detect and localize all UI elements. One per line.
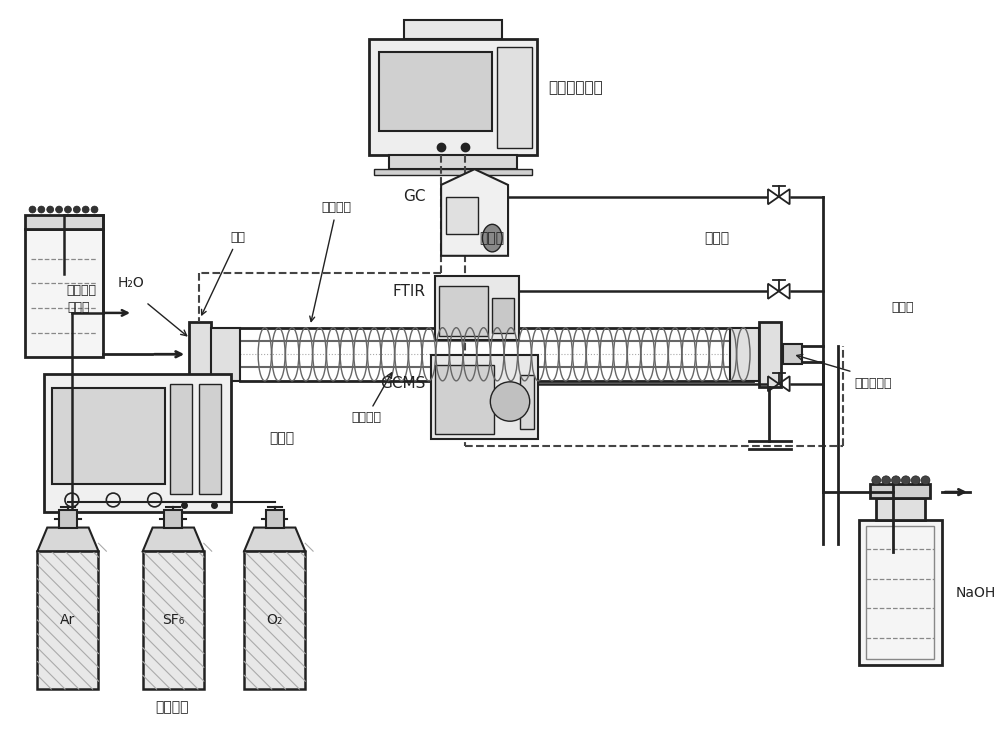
Text: 配气仪: 配气仪 (269, 431, 294, 445)
Bar (244, 551, 305, 689)
Bar (25, 229, 103, 357)
Bar (52, 388, 165, 485)
Bar (266, 510, 284, 528)
Bar (497, 47, 532, 148)
Text: 针进样口: 针进样口 (67, 283, 97, 297)
Circle shape (91, 206, 98, 213)
Text: NaOH: NaOH (956, 585, 996, 600)
Bar (379, 52, 492, 131)
Circle shape (29, 206, 36, 213)
Bar (439, 286, 488, 335)
Bar (143, 551, 204, 689)
Circle shape (73, 206, 80, 213)
Bar (435, 365, 494, 434)
Text: 出气口: 出气口 (891, 301, 914, 315)
Bar (783, 344, 802, 364)
Bar (25, 215, 103, 229)
Bar (446, 197, 478, 234)
Text: 内电极: 内电极 (704, 231, 729, 245)
Text: Ar: Ar (60, 613, 76, 627)
Ellipse shape (482, 224, 502, 252)
Bar (199, 384, 221, 494)
Bar (189, 322, 211, 387)
Circle shape (911, 476, 920, 485)
Bar (369, 39, 537, 155)
Bar (492, 298, 514, 332)
Bar (435, 277, 519, 341)
Polygon shape (441, 169, 508, 256)
Circle shape (882, 476, 891, 485)
Text: FTIR: FTIR (392, 283, 425, 299)
Bar (44, 374, 231, 512)
Text: GCMS: GCMS (380, 376, 425, 391)
Text: O₂: O₂ (267, 613, 283, 627)
Bar (389, 155, 517, 169)
Bar (431, 355, 538, 439)
Polygon shape (244, 528, 305, 551)
Circle shape (901, 476, 910, 485)
Polygon shape (143, 528, 204, 551)
Bar (876, 498, 925, 519)
Circle shape (892, 476, 900, 485)
Circle shape (82, 206, 89, 213)
Polygon shape (37, 528, 98, 551)
Bar (164, 510, 182, 528)
Circle shape (56, 206, 63, 213)
Bar (859, 519, 942, 666)
Bar (759, 322, 781, 387)
Text: 内电极终端: 内电极终端 (855, 377, 892, 390)
Text: 等离子体电源: 等离子体电源 (548, 80, 603, 95)
Text: 玻璃外管: 玻璃外管 (310, 202, 352, 321)
Bar (520, 375, 534, 429)
Text: SF₆: SF₆ (162, 613, 184, 627)
Circle shape (921, 476, 930, 485)
Bar (870, 485, 930, 498)
Text: H₂O: H₂O (117, 276, 144, 290)
Circle shape (490, 382, 530, 421)
Bar (211, 328, 240, 381)
Circle shape (872, 476, 881, 485)
Text: 法兰: 法兰 (202, 231, 246, 315)
Bar (404, 19, 502, 39)
Text: GC: GC (403, 189, 425, 204)
Bar (170, 384, 192, 494)
Circle shape (38, 206, 45, 213)
Bar (59, 510, 77, 528)
Bar (37, 551, 98, 689)
Text: 玻璃内管: 玻璃内管 (351, 372, 392, 424)
Circle shape (47, 206, 54, 213)
Bar (866, 525, 934, 660)
Text: 外电极: 外电极 (480, 231, 505, 245)
Circle shape (64, 206, 71, 213)
Bar (374, 169, 532, 175)
Bar (730, 328, 759, 381)
Text: 标准气体: 标准气体 (156, 700, 189, 714)
Text: 进气口: 进气口 (68, 301, 90, 315)
